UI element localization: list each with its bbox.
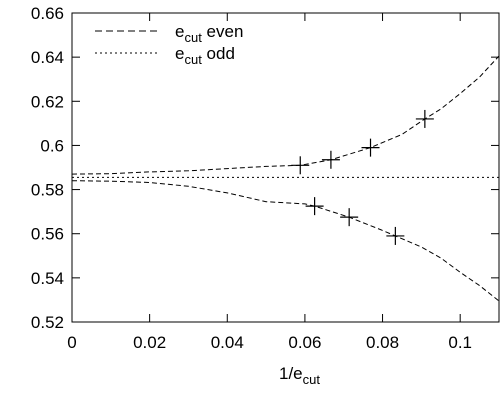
y-axis: 0.52 0.54 0.56 0.58 0.6 0.62 0.64 0.66 (31, 4, 499, 332)
y-tick-label: 0.52 (31, 313, 64, 332)
x-tick-label: 0.08 (366, 333, 399, 352)
data-point (291, 156, 310, 175)
y-tick-label: 0.54 (31, 269, 64, 288)
x-tick-label: 0.02 (133, 333, 166, 352)
x-axis-title: 1/ecut (279, 364, 320, 387)
legend-label: ecut odd (175, 44, 235, 67)
x-tick-label: 0 (67, 333, 76, 352)
fit-curve (71, 180, 500, 302)
data-point (361, 138, 380, 157)
y-tick-label: 0.66 (31, 4, 64, 23)
y-tick-label: 0.56 (31, 225, 64, 244)
y-tick-label: 0.64 (31, 48, 64, 67)
data-point (415, 109, 434, 128)
fit-curve (71, 55, 500, 175)
legend-label: ecut even (175, 22, 243, 45)
data-point (386, 226, 405, 245)
fit-curves (71, 55, 500, 302)
y-tick-label: 0.6 (40, 136, 64, 155)
x-tick-label: 0.1 (448, 333, 472, 352)
x-tick-label: 0.04 (211, 333, 244, 352)
y-tick-label: 0.58 (31, 181, 64, 200)
data-point (305, 197, 324, 216)
x-tick-label: 0.06 (288, 333, 321, 352)
plot-frame (71, 12, 500, 323)
x-axis: 0 0.02 0.04 0.06 0.08 0.1 (67, 13, 472, 352)
data-points (291, 109, 434, 245)
plot-border (71, 12, 500, 323)
y-tick-label: 0.62 (31, 92, 64, 111)
data-point (340, 208, 359, 227)
data-point (321, 150, 340, 169)
